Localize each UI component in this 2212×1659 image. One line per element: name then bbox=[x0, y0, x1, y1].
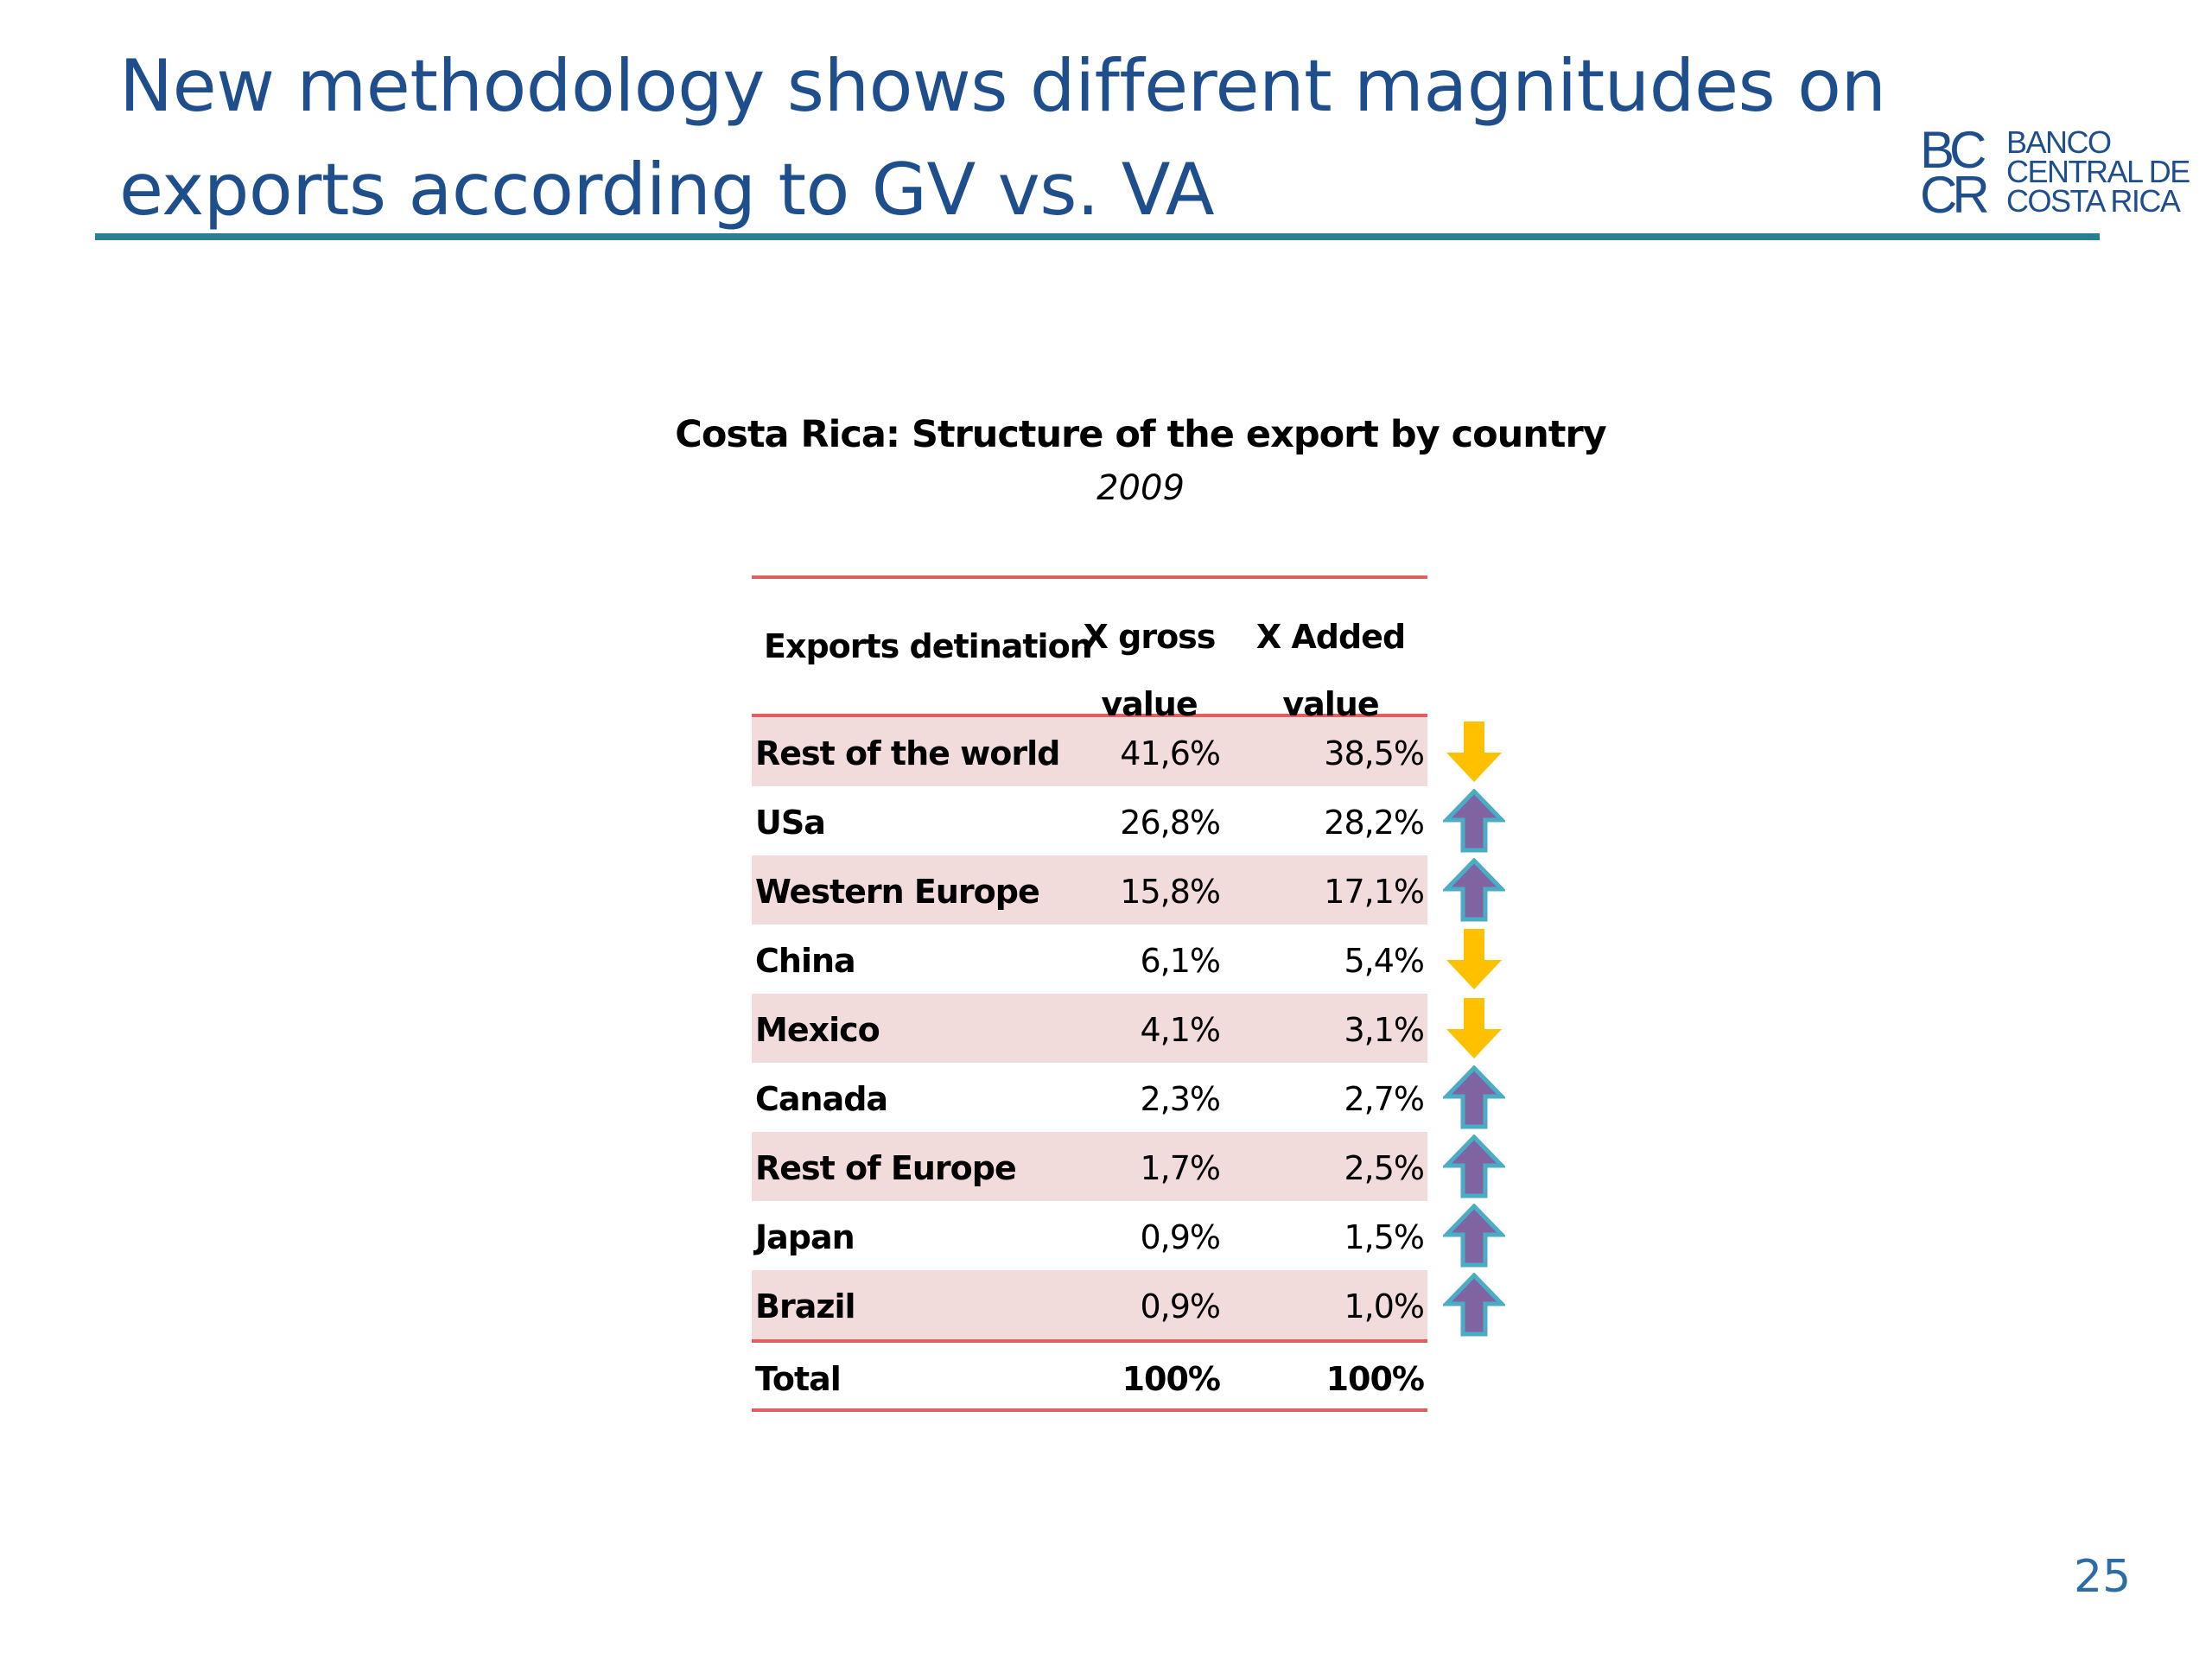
bccr-logo: BC CR BANCO CENTRAL DE COSTA RICA bbox=[1920, 121, 2196, 224]
arrow-up-icon bbox=[1443, 789, 1505, 853]
row-added-value: 28,2% bbox=[1324, 804, 1425, 842]
arrow-up-icon bbox=[1443, 1065, 1505, 1129]
table-body: Rest of the world 41,6% 38,5% USa 26,8% 28,2%… bbox=[752, 717, 1505, 1339]
row-gross-value: 0,9% bbox=[1140, 1287, 1221, 1325]
row-added-value: 38,5% bbox=[1324, 734, 1425, 772]
export-structure-table: Exports detination X gross value X Added… bbox=[752, 575, 1505, 1412]
row-gross-value: 6,1% bbox=[1140, 942, 1221, 980]
row-destination: China bbox=[755, 942, 856, 980]
arrow-up-icon bbox=[1443, 858, 1505, 922]
arrow-up-icon bbox=[1443, 1204, 1505, 1268]
row-destination: USa bbox=[755, 804, 826, 842]
row-added-value: 1,5% bbox=[1344, 1218, 1425, 1256]
row-added-value: 1,0% bbox=[1344, 1287, 1425, 1325]
row-gross-value: 4,1% bbox=[1140, 1011, 1221, 1049]
page-number: 25 bbox=[2074, 1551, 2132, 1603]
title-divider bbox=[95, 233, 2100, 240]
logo-text: BANCO CENTRAL DE COSTA RICA bbox=[2006, 124, 2190, 219]
table-row: USa 26,8% 28,2% bbox=[752, 786, 1505, 855]
row-gross-value: 0,9% bbox=[1140, 1218, 1221, 1256]
arrow-down-icon bbox=[1446, 721, 1502, 782]
logo-text-line-1: BANCO bbox=[2006, 124, 2112, 160]
row-added-value: 5,4% bbox=[1344, 942, 1425, 980]
header-gross-line-1: X gross bbox=[1083, 618, 1217, 656]
table-header: Exports detination X gross value X Added… bbox=[752, 579, 1427, 723]
logo-text-line-2: CENTRAL DE bbox=[2006, 154, 2190, 189]
arrow-up-icon bbox=[1443, 1273, 1505, 1337]
header-added-line-1: X Added bbox=[1255, 618, 1406, 656]
total-row: Total 100% 100% bbox=[752, 1339, 1427, 1412]
arrow-down-icon bbox=[1446, 998, 1502, 1058]
table-row: Rest of the world 41,6% 38,5% bbox=[752, 717, 1502, 786]
logo-mark-bottom: CR bbox=[1920, 166, 1990, 224]
row-gross-value: 15,8% bbox=[1120, 873, 1221, 911]
row-destination: Rest of the world bbox=[755, 734, 1060, 772]
table-subtitle: 2009 bbox=[1096, 468, 1185, 508]
row-gross-value: 41,6% bbox=[1120, 734, 1221, 772]
row-destination: Western Europe bbox=[755, 873, 1040, 911]
row-destination: Canada bbox=[755, 1080, 888, 1118]
slide-title-line-2: exports according to GV vs. VA bbox=[119, 148, 1215, 232]
slide-title-line-1: New methodology shows different magnitud… bbox=[119, 44, 1886, 128]
header-added-value: X Added value bbox=[1244, 603, 1417, 738]
table-row: Japan 0,9% 1,5% bbox=[752, 1201, 1505, 1270]
row-added-value: 3,1% bbox=[1344, 1011, 1425, 1049]
logo-text-line-3: COSTA RICA bbox=[2006, 183, 2181, 219]
table-row: Brazil 0,9% 1,0% bbox=[752, 1270, 1505, 1339]
row-added-value: 17,1% bbox=[1324, 873, 1425, 911]
row-added-value: 2,7% bbox=[1344, 1080, 1425, 1118]
table-title: Costa Rica: Structure of the export by c… bbox=[675, 413, 1606, 456]
arrow-up-icon bbox=[1443, 1135, 1505, 1198]
row-destination: Brazil bbox=[755, 1287, 856, 1325]
row-destination: Rest of Europe bbox=[755, 1149, 1017, 1187]
row-gross-value: 1,7% bbox=[1140, 1149, 1221, 1187]
row-gross-value: 2,3% bbox=[1140, 1080, 1221, 1118]
header-destination: Exports detination bbox=[764, 627, 1093, 665]
total-gross-value: 100% bbox=[1122, 1360, 1221, 1398]
header-gross-line-2: value bbox=[1101, 685, 1198, 723]
row-added-value: 2,5% bbox=[1344, 1149, 1425, 1187]
row-destination: Japan bbox=[755, 1218, 855, 1256]
logo-mark-top: BC bbox=[1920, 121, 1986, 179]
table-row: China 6,1% 5,4% bbox=[752, 925, 1502, 994]
header-added-line-2: value bbox=[1282, 685, 1379, 723]
header-gross-value: X gross value bbox=[1071, 603, 1227, 738]
arrow-down-icon bbox=[1446, 929, 1502, 989]
table-row: Canada 2,3% 2,7% bbox=[752, 1063, 1505, 1132]
row-gross-value: 26,8% bbox=[1120, 804, 1221, 842]
total-label: Total bbox=[755, 1360, 842, 1398]
total-added-value: 100% bbox=[1325, 1360, 1425, 1398]
table-row: Mexico 4,1% 3,1% bbox=[752, 994, 1502, 1063]
table-row: Rest of Europe 1,7% 2,5% bbox=[752, 1132, 1505, 1201]
slide-title: New methodology shows different magnitud… bbox=[119, 35, 1891, 242]
table-row: Western Europe 15,8% 17,1% bbox=[752, 855, 1505, 925]
logo-mark: BC CR bbox=[1920, 121, 1990, 224]
row-destination: Mexico bbox=[755, 1011, 880, 1049]
